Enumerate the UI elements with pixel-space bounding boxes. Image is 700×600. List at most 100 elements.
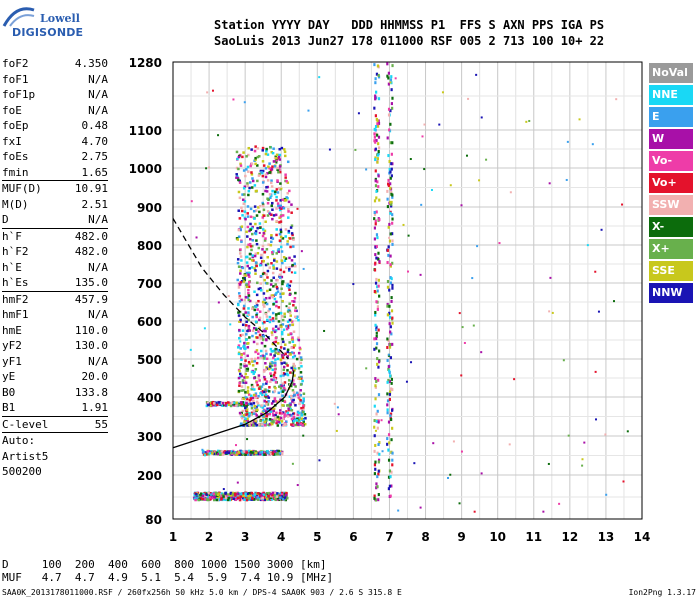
echo-point: [256, 226, 259, 230]
echo-point: [269, 496, 273, 499]
param-name: yE: [2, 370, 16, 383]
lowell-digisonde-logo: Lowell DIGISONDE: [0, 2, 83, 42]
echo-point: [386, 261, 389, 265]
echo-point: [374, 147, 377, 151]
echo-point: [242, 352, 246, 355]
echo-point: [235, 492, 239, 496]
echo-point: [390, 102, 393, 106]
echo-point: [374, 261, 377, 265]
echo-point: [250, 357, 253, 361]
echo-point: [267, 423, 270, 427]
echo-point: [375, 325, 378, 329]
echo-point: [549, 276, 552, 279]
echo-point: [278, 412, 282, 415]
echo-point: [387, 82, 390, 86]
x-tick-label: 4: [277, 530, 285, 544]
echo-point: [273, 371, 277, 374]
echo-point: [255, 264, 258, 268]
echo-point: [270, 498, 274, 501]
echo-point: [242, 274, 246, 277]
echo-point: [375, 300, 378, 304]
echo-point: [389, 78, 393, 82]
echo-point: [291, 394, 294, 398]
echo-point: [285, 495, 288, 498]
echo-point: [240, 401, 243, 404]
echo-point: [238, 181, 242, 184]
echo-point: [274, 351, 277, 354]
echo-point: [261, 248, 264, 251]
echo-point: [245, 405, 248, 408]
echo-point: [377, 185, 380, 189]
echo-point: [276, 166, 279, 170]
echo-point: [388, 397, 391, 401]
param-row: h`F 482.0: [2, 227, 108, 245]
echo-point: [235, 150, 239, 154]
echo-point: [224, 498, 227, 502]
echo-point: [211, 452, 214, 455]
echo-point: [277, 306, 281, 309]
echo-point: [391, 463, 394, 467]
echo-point: [276, 357, 280, 361]
echo-point: [270, 204, 273, 208]
echo-point: [461, 326, 464, 329]
echo-point: [388, 239, 392, 243]
echo-point: [258, 423, 261, 426]
echo-point: [271, 151, 275, 155]
echo-point: [281, 315, 284, 318]
echo-point: [294, 423, 298, 427]
echo-point: [271, 311, 275, 315]
echo-point: [261, 192, 265, 196]
echo-point: [243, 421, 246, 425]
echo-point: [240, 358, 243, 362]
echo-point: [275, 304, 278, 308]
param-row: M(D) 2.51: [2, 197, 108, 213]
echo-point: [475, 73, 478, 76]
echo-point: [286, 348, 290, 352]
echo-point: [262, 370, 266, 373]
echo-point: [280, 390, 283, 393]
echo-point: [289, 280, 293, 283]
echo-point: [256, 336, 259, 339]
echo-point: [377, 493, 380, 497]
echo-point: [271, 342, 275, 346]
echo-point: [238, 296, 241, 300]
echo-point: [376, 409, 379, 413]
echo-point: [283, 315, 287, 318]
param-row: foF1 N/A: [2, 72, 108, 88]
echo-point: [605, 493, 608, 496]
echo-point: [281, 214, 285, 217]
echo-point: [290, 366, 293, 370]
echo-point: [374, 245, 377, 249]
echo-point: [234, 498, 238, 501]
echo-point: [471, 277, 474, 280]
echo-point: [279, 204, 282, 208]
echo-point: [373, 226, 377, 230]
echo-point: [252, 498, 256, 501]
echo-point: [391, 242, 394, 246]
echo-point: [282, 386, 286, 390]
legend-item: Vo+: [649, 173, 693, 193]
echo-point: [233, 402, 236, 406]
echo-point: [595, 418, 598, 421]
echo-point: [460, 204, 463, 207]
echo-point: [243, 276, 246, 280]
echo-point: [247, 294, 251, 297]
echo-point: [292, 238, 295, 241]
echo-point: [293, 354, 297, 358]
echo-point: [286, 369, 289, 372]
echo-point: [255, 414, 259, 417]
echo-point: [251, 216, 255, 219]
echo-point: [292, 423, 295, 427]
y-tick-label: 200: [137, 469, 162, 483]
echo-point: [283, 148, 286, 151]
echo-point: [268, 171, 271, 174]
echo-point: [254, 222, 257, 226]
echo-point: [388, 315, 392, 319]
echo-point: [460, 374, 463, 377]
echo-point: [268, 266, 272, 269]
x-tick-label: 6: [349, 530, 357, 544]
echo-point: [246, 235, 249, 238]
echo-point: [237, 303, 240, 307]
echo-point: [244, 174, 247, 178]
echo-point: [390, 418, 393, 422]
